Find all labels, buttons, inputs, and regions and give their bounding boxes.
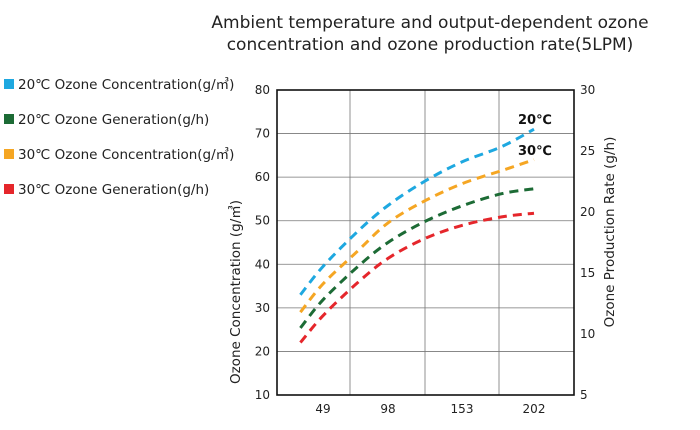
annotation-20c: 20℃: [518, 113, 552, 128]
legend: 20℃ Ozone Concentration(g/㎥) 20℃ Ozone Ge…: [4, 77, 234, 198]
left-tick-label: 60: [255, 170, 270, 184]
legend-label: 30℃ Ozone Generation(g/h): [18, 182, 209, 198]
x-tick-label: 49: [315, 402, 330, 416]
series-line-3: [299, 211, 535, 344]
right-tick-label: 5: [580, 388, 588, 402]
right-tick-label: 10: [580, 327, 595, 341]
x-tick-label: 153: [451, 402, 474, 416]
left-tick-label: 70: [255, 127, 270, 141]
right-axis-ticks: 5 10 15 20 25 30: [580, 83, 595, 402]
right-axis-title: Ozone Production Rate (g/h): [602, 137, 618, 328]
left-tick-label: 80: [255, 83, 270, 97]
legend-label: 20℃ Ozone Generation(g/h): [18, 112, 209, 128]
chart-title-line-2: concentration and ozone production rate(…: [227, 35, 634, 55]
right-tick-label: 25: [580, 144, 595, 158]
right-tick-label: 20: [580, 205, 595, 219]
legend-swatch: [4, 149, 14, 159]
series-line-2: [299, 158, 535, 314]
series-layer: [299, 127, 535, 344]
right-tick-label: 30: [580, 83, 595, 97]
legend-swatch: [4, 79, 14, 89]
left-tick-label: 40: [255, 257, 270, 271]
left-axis-ticks: 10 20 30 40 50 60 70 80: [255, 83, 270, 402]
left-tick-label: 50: [255, 214, 270, 228]
x-axis-ticks: 49 98 153 202: [315, 402, 545, 416]
x-tick-label: 98: [380, 402, 395, 416]
chart-title-line-1: Ambient temperature and output-dependent…: [211, 13, 648, 33]
legend-label: 30℃ Ozone Concentration(g/㎥): [18, 147, 234, 163]
series-line-1: [299, 187, 535, 329]
x-tick-label: 202: [523, 402, 546, 416]
left-tick-label: 30: [255, 301, 270, 315]
left-tick-label: 10: [255, 388, 270, 402]
legend-swatch: [4, 114, 14, 124]
annotation-30c: 30℃: [518, 144, 552, 159]
legend-label: 20℃ Ozone Concentration(g/㎥): [18, 77, 234, 93]
chart-title: Ambient temperature and output-dependent…: [211, 13, 648, 55]
plot-grid: [277, 90, 574, 395]
plot-frame: [276, 89, 575, 396]
left-axis-title: Ozone Concentration (g/㎥): [228, 200, 244, 384]
left-tick-label: 20: [255, 344, 270, 358]
legend-swatch: [4, 184, 14, 194]
right-tick-label: 15: [580, 266, 595, 280]
